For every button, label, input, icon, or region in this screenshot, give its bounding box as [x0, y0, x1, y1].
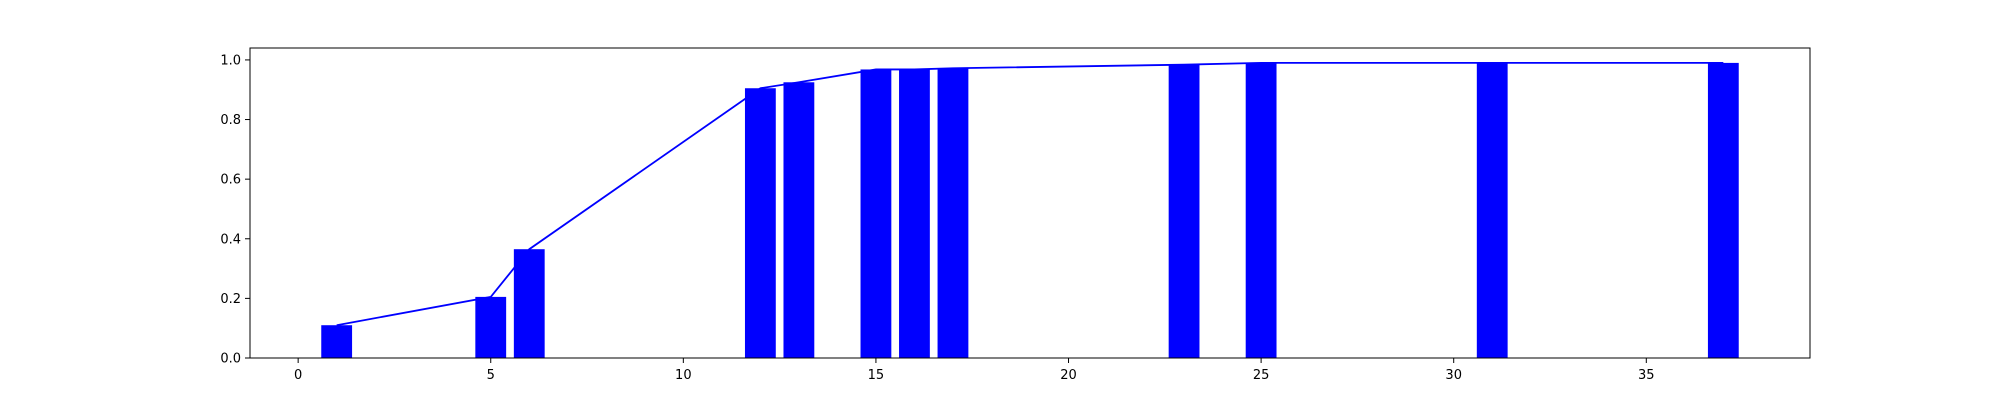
bar-6: [513, 249, 545, 358]
bar-23: [1168, 64, 1200, 358]
y-tick-label-0.2: 0.2: [220, 292, 241, 307]
bar-1: [321, 325, 353, 358]
x-tick-label-35: 35: [1638, 368, 1655, 383]
x-tick-label-20: 20: [1060, 368, 1077, 383]
y-tick-label-0: 0.0: [220, 352, 241, 367]
x-tick-label-25: 25: [1253, 368, 1270, 383]
bar-13: [783, 82, 815, 359]
bars-layer: [321, 62, 1739, 359]
x-tick-label-15: 15: [868, 368, 885, 383]
x-tick-label-10: 10: [675, 368, 692, 383]
x-tick-label-5: 5: [487, 368, 495, 383]
y-tick-label-0.4: 0.4: [220, 232, 241, 247]
bar-17: [937, 68, 969, 359]
line-layer: [336, 62, 1724, 327]
y-tick-label-0.8: 0.8: [220, 113, 241, 128]
bar-16: [899, 69, 930, 358]
x-axis: 0 5 10 15 20 25 30 35: [294, 358, 1655, 383]
bar-15: [860, 69, 892, 358]
plot-frame: [249, 47, 1811, 359]
x-tick-label-30: 30: [1445, 368, 1462, 383]
y-tick-label-1: 1.0: [220, 53, 241, 68]
series-line: [336, 62, 1724, 327]
bar-5: [475, 296, 507, 358]
x-tick-label-0: 0: [294, 368, 302, 383]
y-tick-label-0.6: 0.6: [220, 173, 241, 188]
bar-37: [1707, 62, 1739, 359]
bar-25: [1245, 62, 1277, 359]
bar-12: [744, 88, 776, 358]
y-axis: 0.0 0.2 0.4 0.6 0.8 1.0: [220, 53, 250, 367]
bar-31: [1476, 62, 1508, 359]
